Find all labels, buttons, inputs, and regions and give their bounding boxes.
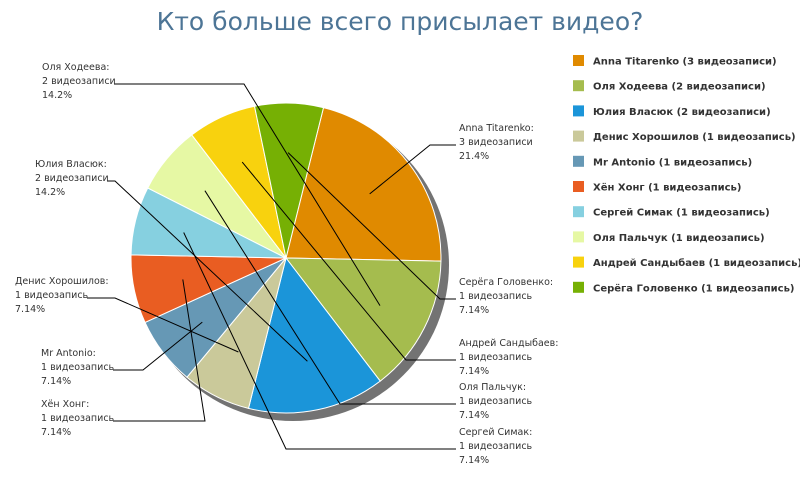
legend-swatch	[573, 55, 584, 66]
leader-line	[107, 180, 308, 362]
legend-swatch	[573, 80, 584, 92]
pie-slice[interactable]	[285, 106, 442, 262]
leader-line	[287, 152, 456, 300]
legend-label[interactable]: Mr Antonio (1 видеозапись)	[593, 157, 752, 168]
slice-label: Юлия Власюк: 2 видеозаписи 14.2%	[35, 159, 109, 198]
pie-slice[interactable]	[284, 257, 442, 382]
legend-swatch	[573, 231, 584, 243]
legend-swatch	[573, 155, 584, 167]
slice-label: Серёга Головенко: 1 видеозапись 7.14%	[459, 277, 553, 316]
legend: Anna Titarenko (3 видеозаписи) Оля Ходеев…	[573, 55, 800, 294]
legend-swatch	[573, 206, 584, 218]
leader-line	[114, 83, 381, 306]
leader-line	[113, 279, 206, 422]
pie-slices	[130, 102, 442, 414]
legend-label[interactable]: Хён Хонг (1 видеозапись)	[593, 182, 741, 194]
legend-label[interactable]: Андрей Сандыбаев (1 видеозапись)	[593, 257, 800, 269]
legend-label[interactable]: Сергей Симак (1 видеозапись)	[593, 208, 770, 219]
slice-label: Оля Пальчук: 1 видеозапись 7.14%	[459, 382, 533, 421]
legend-label[interactable]: Оля Пальчук (1 видеозапись)	[593, 233, 765, 244]
leader-line	[204, 190, 456, 405]
legend-label[interactable]: Оля Ходеева (2 видеозаписи)	[593, 82, 766, 93]
legend-swatch	[573, 281, 584, 293]
leader-line	[183, 232, 456, 450]
leader-line	[369, 144, 456, 195]
slice-label: Сергей Симак: 1 видеозапись 7.14%	[459, 427, 533, 466]
pie-slice[interactable]	[253, 102, 325, 259]
legend-swatch	[573, 130, 584, 142]
slice-label: Anna Titarenko: 3 видеозаписи 21.4%	[459, 123, 534, 162]
slice-labels: Anna Titarenko: 3 видеозаписи 21.4% Оля Ход…	[15, 62, 558, 466]
legend-swatch	[573, 181, 584, 192]
slice-label: Хён Хонг: 1 видеозапись 7.14%	[41, 399, 115, 438]
legend-swatch	[573, 105, 584, 117]
legend-swatch	[573, 256, 584, 268]
chart-title: Кто больше всего присылает видео?	[157, 7, 644, 36]
legend-label[interactable]: Anna Titarenko (3 видеозаписи)	[593, 57, 777, 68]
slice-label: Mr Antonio: 1 видеозапись 7.14%	[41, 348, 115, 387]
slice-label: Андрей Сандыбаев: 1 видеозапись 7.14%	[459, 338, 558, 377]
legend-label[interactable]: Денис Хорошилов (1 видеозапись)	[593, 132, 796, 143]
slice-label: Оля Ходеева: 2 видеозаписи 14.2%	[42, 62, 116, 101]
leader-line	[87, 297, 239, 353]
leader-line	[241, 161, 456, 361]
slice-label: Денис Хорошилов: 1 видеозапись 7.14%	[15, 276, 109, 315]
pie-slice[interactable]	[247, 256, 381, 414]
leader-lines	[87, 83, 456, 450]
leader-line	[113, 321, 203, 371]
legend-label[interactable]: Юлия Власюк (2 видеозаписи)	[593, 107, 771, 118]
legend-label[interactable]: Серёга Головенко (1 видеозапись)	[593, 282, 794, 294]
